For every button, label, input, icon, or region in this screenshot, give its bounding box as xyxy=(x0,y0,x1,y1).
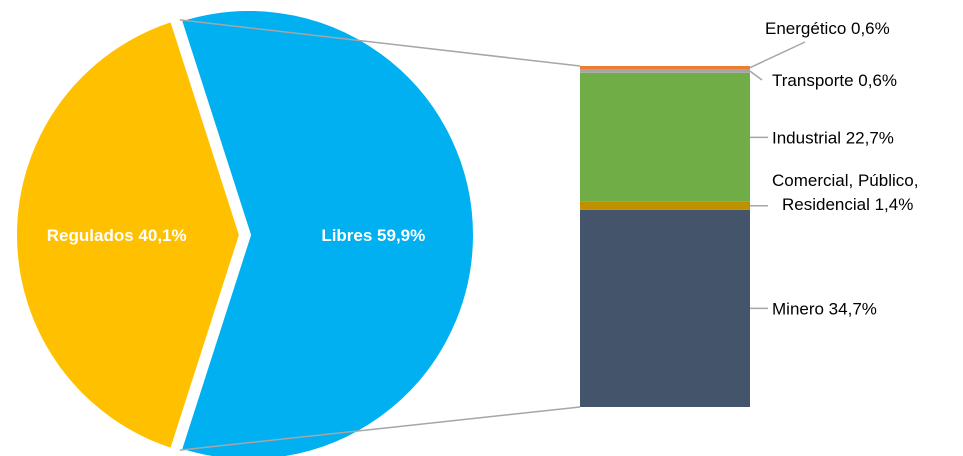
pie-slice-regulados xyxy=(13,17,244,453)
data-labels: Libres 59,9% Regulados 40,1% Minero 34,7% C… xyxy=(47,19,919,318)
bar-segment-comercial-publico-residencial xyxy=(580,201,750,210)
connector-line-top xyxy=(179,19,581,67)
pie-slice-label-regulados: Regulados 40,1% xyxy=(47,226,187,245)
bar-label-comercial-publico-residencial-line-1: Comercial, Público, xyxy=(772,171,918,190)
bar-segment-minero xyxy=(580,209,750,407)
bar-segment-transporte xyxy=(580,69,750,73)
breakdown-bar xyxy=(580,66,750,407)
bar-label-transporte: Transporte 0,6% xyxy=(772,71,897,90)
pie xyxy=(13,7,477,456)
pie-slice-label-libres: Libres 59,9% xyxy=(321,226,425,245)
bar-label-minero: Minero 34,7% xyxy=(772,299,877,318)
bar-segment-energetico xyxy=(580,66,750,70)
leader-line-energetico xyxy=(749,41,806,69)
bar-segment-industrial xyxy=(580,72,750,202)
bar-label-energetico: Energético 0,6% xyxy=(765,19,890,38)
bar-label-industrial: Industrial 22,7% xyxy=(772,128,894,147)
pie-to-bar-connectors xyxy=(179,19,581,451)
leader-line-transporte xyxy=(749,70,763,81)
bar-label-comercial-publico-residencial-line-2: Residencial 1,4% xyxy=(782,195,913,214)
connector-line-bottom xyxy=(179,406,581,451)
pie-slice-libres xyxy=(177,7,477,456)
